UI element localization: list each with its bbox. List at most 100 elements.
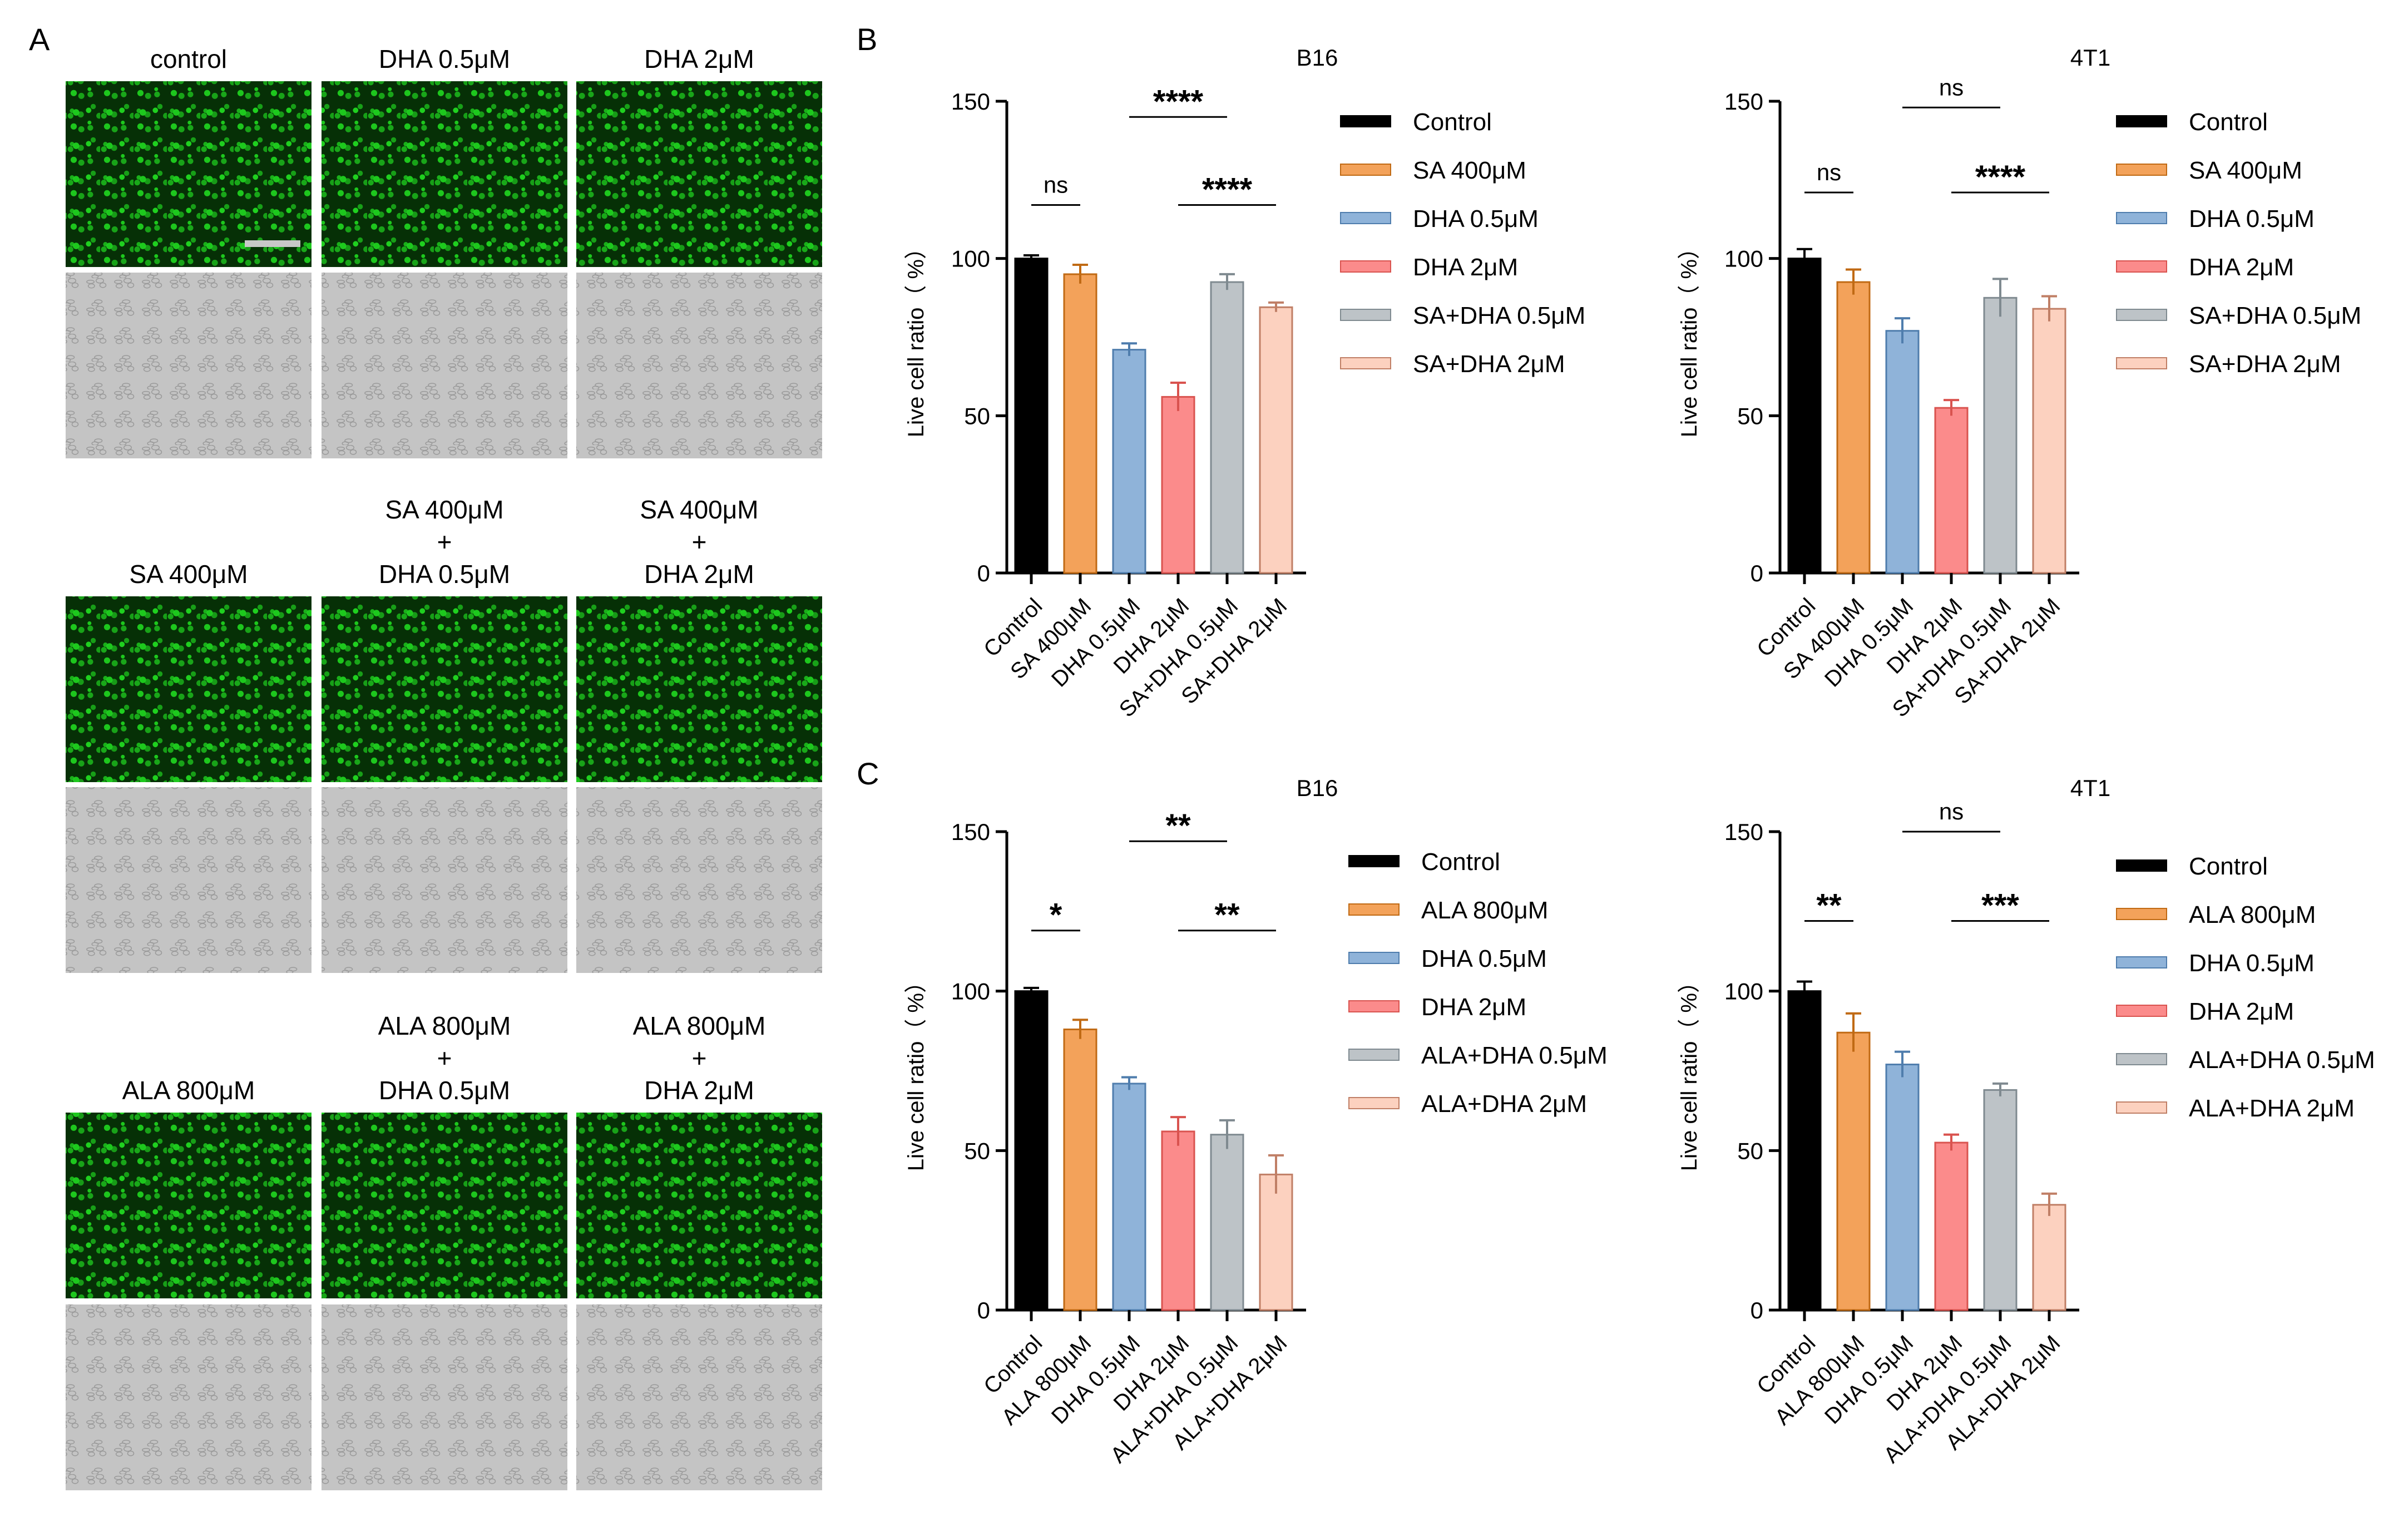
- bar: [1836, 281, 1871, 574]
- brightfield-image: [576, 273, 822, 458]
- legend-label: SA+DHA 0.5μM: [2189, 302, 2361, 329]
- micrograph-column-label: ALA 800μM: [378, 1011, 511, 1040]
- legend-label: ALA+DHA 2μM: [2189, 1095, 2355, 1122]
- legend-swatch: [1340, 212, 1391, 224]
- legend-label: Control: [1421, 848, 1500, 876]
- bar: [1934, 1142, 1969, 1311]
- legend-label: ALA+DHA 0.5μM: [1421, 1042, 1608, 1069]
- bar: [1787, 990, 1822, 1311]
- bar: [1983, 1089, 2018, 1311]
- chart-title: B16: [1297, 45, 1338, 71]
- legend-swatch: [1340, 309, 1391, 321]
- fluorescence-image: [66, 1113, 311, 1298]
- bar: [1112, 1083, 1146, 1311]
- bar: [1259, 306, 1293, 574]
- y-tick-label: 50: [1737, 403, 1763, 429]
- legend-swatch: [2116, 164, 2167, 176]
- bar: [1885, 1064, 1920, 1311]
- y-tick-label: 50: [964, 403, 990, 429]
- y-tick-label: 100: [1724, 979, 1763, 1005]
- significance-label: ****: [1975, 159, 2026, 195]
- brightfield-image: [322, 273, 567, 458]
- bar: [1210, 1134, 1244, 1311]
- legend-swatch: [2116, 357, 2167, 369]
- bar-chart: 4T1 0 50 100 150 Live cell ratio（ %） Control SA…: [1677, 45, 2361, 722]
- legend-swatch: [2116, 1101, 2167, 1114]
- micrograph-column-label: ALA 800μM: [122, 1076, 255, 1105]
- y-tick-label: 50: [1737, 1138, 1763, 1164]
- micrograph-column-label: DHA 0.5μM: [379, 1076, 510, 1105]
- micrograph-column-label: ALA 800μM: [633, 1011, 766, 1040]
- legend-label: DHA 0.5μM: [1413, 205, 1539, 233]
- legend-swatch: [2116, 1053, 2167, 1065]
- significance-label: *: [1050, 897, 1062, 933]
- bar: [1885, 330, 1920, 574]
- legend-swatch: [1348, 1000, 1400, 1012]
- significance-label: ***: [1981, 888, 2019, 924]
- micrograph-column-label: +: [692, 1044, 707, 1073]
- brightfield-image: [66, 273, 311, 458]
- bar: [1063, 1028, 1097, 1311]
- legend-swatch: [1340, 115, 1391, 127]
- significance-label: ns: [1817, 159, 1841, 185]
- y-tick-label: 150: [1724, 88, 1763, 115]
- micrograph-column-label: DHA 2μM: [644, 1076, 754, 1105]
- legend-label: Control: [2189, 853, 2268, 880]
- legend-label: DHA 0.5μM: [1421, 945, 1547, 972]
- legend-swatch: [1348, 903, 1400, 916]
- legend-label: ALA+DHA 0.5μM: [2189, 1046, 2375, 1074]
- micrograph-column-label: control: [150, 45, 227, 73]
- legend-label: SA+DHA 2μM: [1413, 350, 1565, 378]
- legend-swatch: [1340, 357, 1391, 369]
- legend-swatch: [1340, 260, 1391, 273]
- fluorescence-image: [576, 1113, 822, 1298]
- legend-label: ALA 800μM: [1421, 897, 1548, 924]
- legend-swatch: [2116, 212, 2167, 224]
- bar: [1112, 349, 1146, 574]
- micrograph-column-label: DHA 2μM: [644, 45, 754, 73]
- legend-swatch: [1348, 952, 1400, 964]
- legend-swatch: [1348, 1049, 1400, 1061]
- y-tick-label: 100: [951, 979, 990, 1005]
- legend-swatch: [2116, 115, 2167, 127]
- bar: [1161, 396, 1195, 574]
- bar-chart: B16 0 50 100 150 Live cell ratio（ %） Control SA…: [904, 45, 1585, 722]
- legend-swatch: [2116, 260, 2167, 273]
- legend-swatch: [1348, 1097, 1400, 1109]
- fluorescence-image: [322, 81, 567, 267]
- bar: [1161, 1130, 1195, 1311]
- micrograph-column-label: SA 400μM: [385, 495, 503, 524]
- fluorescence-image: [322, 596, 567, 782]
- legend-label: DHA 2μM: [1413, 254, 1518, 281]
- legend-swatch: [2116, 956, 2167, 968]
- significance-label: ****: [1202, 172, 1253, 208]
- legend-swatch: [2116, 1005, 2167, 1017]
- y-tick-label: 150: [1724, 819, 1763, 845]
- brightfield-image: [322, 1304, 567, 1490]
- bar: [1787, 258, 1822, 574]
- bar-chart: 4T1 0 50 100 150 Live cell ratio（ %） Control AL…: [1677, 775, 2375, 1468]
- bar: [1014, 990, 1049, 1311]
- bar: [1210, 281, 1244, 574]
- chart-title: 4T1: [2070, 775, 2110, 801]
- y-tick-label: 0: [1751, 1297, 1763, 1323]
- bar: [2032, 1204, 2066, 1311]
- bar: [2032, 308, 2066, 574]
- brightfield-image: [322, 787, 567, 973]
- bar: [1063, 273, 1097, 574]
- bar-chart: B16 0 50 100 150 Live cell ratio（ %） Control AL…: [904, 775, 1608, 1468]
- y-tick-label: 50: [964, 1138, 990, 1164]
- fluorescence-image: [576, 81, 822, 267]
- legend-label: DHA 2μM: [2189, 998, 2294, 1025]
- bar: [1014, 258, 1049, 574]
- legend-swatch: [1340, 164, 1391, 176]
- legend-label: DHA 2μM: [2189, 254, 2294, 281]
- legend-swatch: [2116, 908, 2167, 920]
- y-tick-label: 0: [977, 560, 990, 586]
- legend-label: DHA 2μM: [1421, 994, 1526, 1021]
- y-tick-label: 100: [951, 246, 990, 272]
- micrograph-column-label: SA 400μM: [129, 560, 248, 589]
- significance-label: ****: [1153, 83, 1204, 120]
- significance-label: ns: [1044, 172, 1068, 198]
